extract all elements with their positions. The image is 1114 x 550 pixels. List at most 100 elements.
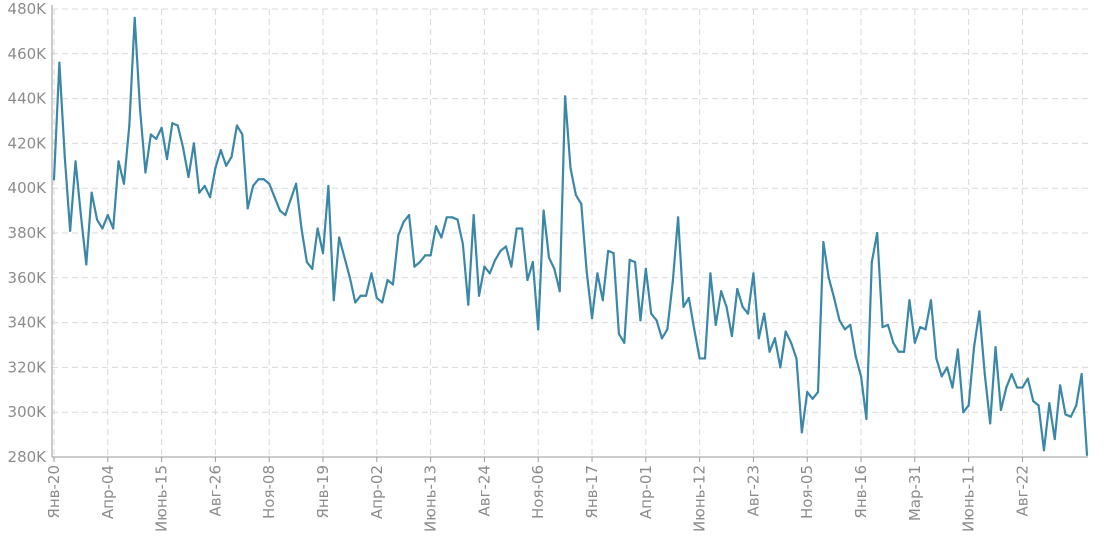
data-point xyxy=(117,160,120,163)
data-point xyxy=(375,296,378,300)
data-point xyxy=(122,182,126,185)
data-point xyxy=(289,198,292,201)
data-point xyxy=(558,290,561,293)
data-point xyxy=(284,213,287,217)
data-point xyxy=(155,137,158,141)
data-point xyxy=(806,390,809,394)
data-point xyxy=(187,175,190,179)
data-point xyxy=(144,171,147,174)
data-point xyxy=(488,272,491,275)
data-point xyxy=(483,265,486,268)
data-point xyxy=(370,272,373,275)
x-tick-label: Ноя-06 xyxy=(529,465,547,519)
data-point xyxy=(445,216,448,219)
x-tick-label: Янв-19 xyxy=(314,465,332,519)
data-point xyxy=(580,202,583,205)
data-point xyxy=(262,178,265,181)
data-point xyxy=(687,296,690,300)
x-axis-tick-labels: Янв-20 Апр-04 Июнь-15 Авг-26 Ноя-08 Янв-19 Апр… xyxy=(45,465,1031,532)
data-point xyxy=(660,337,664,340)
y-tick-label: 440K xyxy=(8,90,48,108)
data-point xyxy=(607,249,610,253)
data-point xyxy=(354,301,357,304)
data-point xyxy=(295,182,298,185)
data-point xyxy=(424,254,427,257)
y-tick-label: 360K xyxy=(8,269,48,287)
data-point xyxy=(811,397,814,400)
data-point xyxy=(1021,386,1024,389)
data-point xyxy=(822,240,825,244)
data-point xyxy=(773,337,777,340)
data-point xyxy=(956,348,959,351)
data-point xyxy=(241,133,244,136)
data-point xyxy=(655,319,658,322)
data-point xyxy=(402,220,405,223)
data-point xyxy=(95,218,99,221)
data-point xyxy=(929,299,933,302)
y-tick-label: 480K xyxy=(8,0,48,18)
data-point xyxy=(919,325,922,329)
data-point xyxy=(983,373,986,376)
data-point xyxy=(316,227,319,230)
data-point xyxy=(574,193,577,197)
data-point xyxy=(698,357,701,360)
data-point xyxy=(531,261,534,264)
data-point xyxy=(617,332,621,335)
data-point xyxy=(946,366,949,369)
data-point xyxy=(327,184,330,188)
data-point xyxy=(225,164,228,167)
x-tick-label: Янв-17 xyxy=(583,465,601,519)
y-tick-label: 420K xyxy=(8,134,48,152)
x-tick-label: Июнь-11 xyxy=(960,465,978,532)
data-point xyxy=(703,357,707,360)
data-point xyxy=(138,108,142,111)
data-point xyxy=(305,261,308,264)
data-point xyxy=(677,216,680,219)
data-point xyxy=(1042,449,1046,452)
data-point xyxy=(585,269,588,273)
data-point xyxy=(477,294,481,297)
data-point xyxy=(838,319,841,322)
data-point xyxy=(1032,399,1035,403)
data-point xyxy=(1005,386,1008,389)
data-point xyxy=(972,346,976,349)
data-point xyxy=(795,357,798,360)
data-point xyxy=(720,290,723,293)
x-tick-label: Июнь-13 xyxy=(422,465,440,532)
data-point xyxy=(768,350,771,353)
data-point xyxy=(69,229,72,232)
data-point xyxy=(1037,404,1040,407)
data-point xyxy=(510,265,513,268)
data-point xyxy=(633,261,637,264)
data-point xyxy=(85,263,88,266)
y-tick-label: 320K xyxy=(8,358,48,376)
data-point xyxy=(865,417,868,421)
data-point xyxy=(1059,384,1062,387)
data-point xyxy=(650,312,653,315)
data-point xyxy=(913,341,916,344)
data-point xyxy=(547,256,551,259)
data-point xyxy=(429,254,432,257)
x-tick-label: Авг-23 xyxy=(744,465,762,516)
x-tick-label: Мар-31 xyxy=(906,465,924,521)
data-point xyxy=(214,166,217,170)
data-point xyxy=(413,265,416,268)
data-point xyxy=(133,16,136,20)
data-point xyxy=(779,366,782,369)
data-point xyxy=(235,124,239,127)
data-point xyxy=(112,227,115,230)
data-point xyxy=(730,334,734,338)
data-point xyxy=(666,328,669,331)
data-point xyxy=(789,341,793,344)
data-point xyxy=(725,305,728,309)
data-point xyxy=(74,160,77,163)
data-point xyxy=(149,133,152,136)
data-point xyxy=(311,267,314,270)
data-point xyxy=(859,375,863,378)
data-point xyxy=(612,252,615,255)
data-point xyxy=(386,278,389,282)
data-point xyxy=(763,312,766,315)
data-point xyxy=(526,278,529,282)
x-tick-label: Янв-16 xyxy=(852,465,870,519)
